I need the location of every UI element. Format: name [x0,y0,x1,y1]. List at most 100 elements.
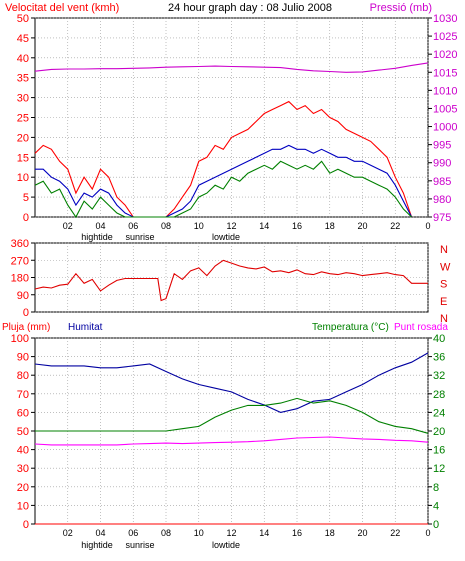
left-tick-label: 80 [17,370,29,382]
left-tick-label: 0 [23,212,29,224]
sunrise-label-bottom: sunrise [125,540,154,550]
left-tick-label: 270 [11,255,29,267]
right-tick-label: 995 [433,140,451,152]
right-tick-label: 1025 [433,31,457,43]
right-tick-label: 28 [433,389,445,401]
right-tick-label: 0 [433,519,439,531]
sunrise-label: sunrise [125,232,154,242]
hightide-label: hightide [81,232,113,242]
left-tick-label: 90 [17,352,29,364]
x-tick-label: 02 [63,528,73,538]
x-tick-label: 0 [425,528,430,538]
right-tick-label: 1020 [433,49,457,61]
right-tick-label: 12 [433,463,445,475]
left-tick-label: 360 [11,238,29,250]
dewpoint-line [34,436,429,446]
x-tick-label: 14 [259,221,269,231]
x-tick-label: 18 [325,528,335,538]
temperature-axis-title: Temperatura (°C) [312,322,389,333]
right-tick-label: 1010 [433,85,457,97]
left-tick-label: 20 [17,482,29,494]
panel1-x-axis-labels: 02 04 06 08 10 12 14 16 18 20 22 0 [63,221,431,231]
temperature-line [35,397,429,434]
right-tick-label: 4 [433,500,439,512]
dewpoint-axis-title: Punt rosada [394,322,448,333]
left-tick-label: 10 [17,172,29,184]
x-tick-label: 08 [161,528,171,538]
x-tick-label: 20 [357,221,367,231]
x-tick-label: 04 [95,528,105,538]
wind-direction-line [34,259,428,302]
x-tick-label: 14 [259,528,269,538]
left-tick-label: 25 [17,113,29,125]
left-tick-label: 50 [17,426,29,438]
x-tick-label: 02 [63,221,73,231]
left-tick-label: 20 [17,132,29,144]
left-tick-label: 180 [11,273,29,285]
wind-direction-panel: 0 90 180 270 360 [11,238,429,319]
right-tick-label: 24 [433,407,445,419]
direction-letter: W [440,261,451,273]
chart-title: 24 hour graph day : 08 Julio 2008 [168,2,332,14]
direction-letter: E [440,296,447,308]
wind-average-line [35,144,413,218]
left-tick-label: 0 [23,307,29,319]
left-tick-label: 60 [17,407,29,419]
direction-letter: N [440,244,448,256]
x-tick-label: 0 [425,221,430,231]
left-tick-label: 70 [17,389,29,401]
right-tick-label: 1015 [433,67,457,79]
x-tick-label: 10 [194,221,204,231]
pressure-line [34,62,429,73]
wind-secondary-line [34,160,412,219]
right-tick-label: 1030 [433,13,457,25]
x-tick-label: 16 [292,528,302,538]
x-tick-label: 12 [226,221,236,231]
left-tick-label: 40 [17,53,29,65]
pressure-axis-title: Pressió (mb) [370,2,432,14]
x-tick-label: 06 [128,528,138,538]
left-tick-label: 30 [17,93,29,105]
x-tick-label: 18 [325,221,335,231]
right-tick-label: 985 [433,176,451,188]
wind-speed-axis-title: Velocitat del vent (kmh) [5,2,119,14]
left-tick-label: 10 [17,500,29,512]
direction-letter: S [440,279,447,291]
x-tick-label: 20 [357,528,367,538]
x-tick-label: 08 [161,221,171,231]
left-tick-label: 35 [17,73,29,85]
right-tick-label: 1005 [433,103,457,115]
x-tick-label: 04 [95,221,105,231]
x-tick-label: 12 [226,528,236,538]
right-tick-label: 975 [433,212,451,224]
direction-letter: N [440,313,448,325]
x-tick-label: 06 [128,221,138,231]
hightide-label-bottom: hightide [81,540,113,550]
left-tick-label: 5 [23,192,29,204]
left-tick-label: 90 [17,290,29,302]
humidity-axis-title: Humitat [68,322,103,333]
left-tick-label: 0 [23,519,29,531]
right-tick-label: 40 [433,333,445,345]
panel-frame [34,242,429,313]
x-tick-label: 10 [194,528,204,538]
wind-pressure-panel: 0510152025303540455097598098599099510001… [17,13,458,224]
right-tick-label: 980 [433,194,451,206]
panel3-x-axis-labels: 02 04 06 08 10 12 14 16 18 20 22 0 [63,528,431,538]
x-tick-label: 16 [292,221,302,231]
temperature-humidity-panel: 0 10 20 30 40 50 60 70 80 90 100 0 4 8 12 16 20 24 28 32 36 4… [11,333,446,531]
right-tick-label: 1000 [433,122,457,134]
left-tick-label: 30 [17,463,29,475]
right-tick-label: 32 [433,370,445,382]
left-tick-label: 45 [17,33,29,45]
lowtide-label-bottom: lowtide [212,540,240,550]
left-tick-label: 15 [17,152,29,164]
left-tick-label: 40 [17,445,29,457]
rain-axis-title: Pluja (mm) [2,322,50,333]
right-tick-label: 16 [433,445,445,457]
humidity-line [34,352,429,413]
x-tick-label: 22 [390,221,400,231]
right-tick-label: 990 [433,158,451,170]
